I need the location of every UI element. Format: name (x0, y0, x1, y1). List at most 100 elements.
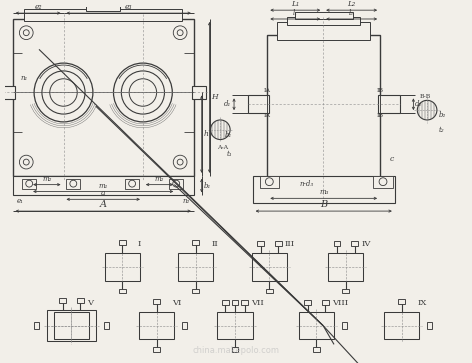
Bar (47, 310, 96, 342)
Bar (24, 9, 182, 21)
Text: l₂: l₂ (349, 9, 354, 17)
Circle shape (177, 159, 183, 165)
Text: H: H (211, 93, 218, 101)
Bar (342, 289, 349, 293)
Text: m₂: m₂ (42, 175, 51, 183)
Bar (351, 241, 358, 246)
Text: IX: IX (417, 299, 427, 307)
Text: m₁: m₁ (99, 182, 108, 189)
Bar (384, 312, 419, 339)
Bar (178, 253, 213, 281)
Bar (77, 298, 84, 303)
Bar (334, 241, 340, 246)
Circle shape (211, 120, 230, 139)
Bar (266, 289, 273, 293)
Text: h: h (203, 130, 209, 138)
Bar (299, 312, 334, 339)
Bar (267, 35, 380, 192)
Circle shape (173, 180, 180, 187)
Bar (59, 298, 66, 303)
Bar (218, 312, 253, 339)
Text: n₂: n₂ (182, 197, 190, 205)
Bar (139, 312, 174, 339)
Bar (67, 179, 80, 188)
Text: b₁: b₁ (225, 131, 232, 139)
Text: VII: VII (251, 299, 263, 307)
Bar (93, 0, 113, 4)
Circle shape (19, 155, 33, 169)
Text: IA: IA (264, 88, 271, 93)
Text: e₃: e₃ (125, 3, 133, 11)
Text: B-B: B-B (420, 94, 431, 99)
Text: A-A: A-A (218, 145, 228, 150)
Bar (257, 241, 264, 246)
Bar (241, 300, 248, 305)
Text: L₂: L₂ (347, 0, 356, 8)
Bar (253, 176, 395, 203)
Bar (328, 253, 363, 281)
Bar (232, 300, 238, 305)
Bar (342, 322, 347, 329)
Text: china.makepolo.com: china.makepolo.com (193, 346, 279, 355)
Text: V: V (87, 299, 93, 307)
Bar (373, 176, 393, 188)
Bar (232, 347, 238, 352)
Circle shape (70, 180, 77, 187)
Text: L₁: L₁ (291, 0, 299, 8)
Circle shape (173, 155, 187, 169)
Text: II: II (211, 240, 218, 248)
Bar (322, 300, 329, 305)
Bar (13, 19, 194, 176)
Bar (248, 95, 270, 113)
Bar (104, 322, 109, 329)
Bar (222, 300, 228, 305)
Bar (13, 176, 194, 195)
Bar (125, 179, 139, 188)
Text: IA: IA (264, 113, 271, 118)
Bar (313, 347, 320, 352)
Text: t₂: t₂ (439, 126, 445, 134)
Bar (427, 322, 432, 329)
Text: IV: IV (362, 240, 371, 248)
Bar (192, 86, 206, 99)
Circle shape (34, 63, 93, 122)
Circle shape (379, 178, 387, 185)
Text: IB: IB (377, 113, 384, 118)
Circle shape (177, 30, 183, 36)
Bar (277, 22, 370, 40)
Text: e₂: e₂ (34, 3, 42, 11)
Bar (182, 322, 187, 329)
Text: b₁: b₁ (203, 182, 211, 189)
Text: m₂: m₂ (155, 175, 164, 183)
Text: t₁: t₁ (227, 150, 232, 158)
Text: n₁: n₁ (21, 74, 28, 82)
Text: A: A (100, 200, 107, 209)
Bar (22, 179, 36, 188)
Bar (260, 176, 279, 188)
Text: c: c (390, 155, 394, 163)
Bar (304, 300, 311, 305)
Bar (1, 86, 15, 99)
Bar (34, 322, 39, 329)
Bar (398, 299, 405, 304)
Text: III: III (285, 240, 295, 248)
Text: a: a (101, 189, 105, 197)
Circle shape (173, 26, 187, 40)
Circle shape (23, 30, 29, 36)
Circle shape (26, 180, 33, 187)
Text: n-d₃: n-d₃ (300, 180, 313, 188)
Text: I: I (138, 240, 142, 248)
Text: VI: VI (172, 299, 182, 307)
Bar (119, 289, 126, 293)
Bar (252, 253, 287, 281)
Text: d₂: d₂ (415, 100, 422, 108)
Circle shape (19, 26, 33, 40)
Bar (169, 179, 183, 188)
Circle shape (265, 178, 273, 185)
Bar (295, 12, 353, 19)
Bar (153, 347, 160, 352)
Circle shape (417, 100, 437, 120)
Bar (378, 95, 400, 113)
Bar (119, 241, 126, 245)
Text: b₂: b₂ (439, 111, 446, 119)
